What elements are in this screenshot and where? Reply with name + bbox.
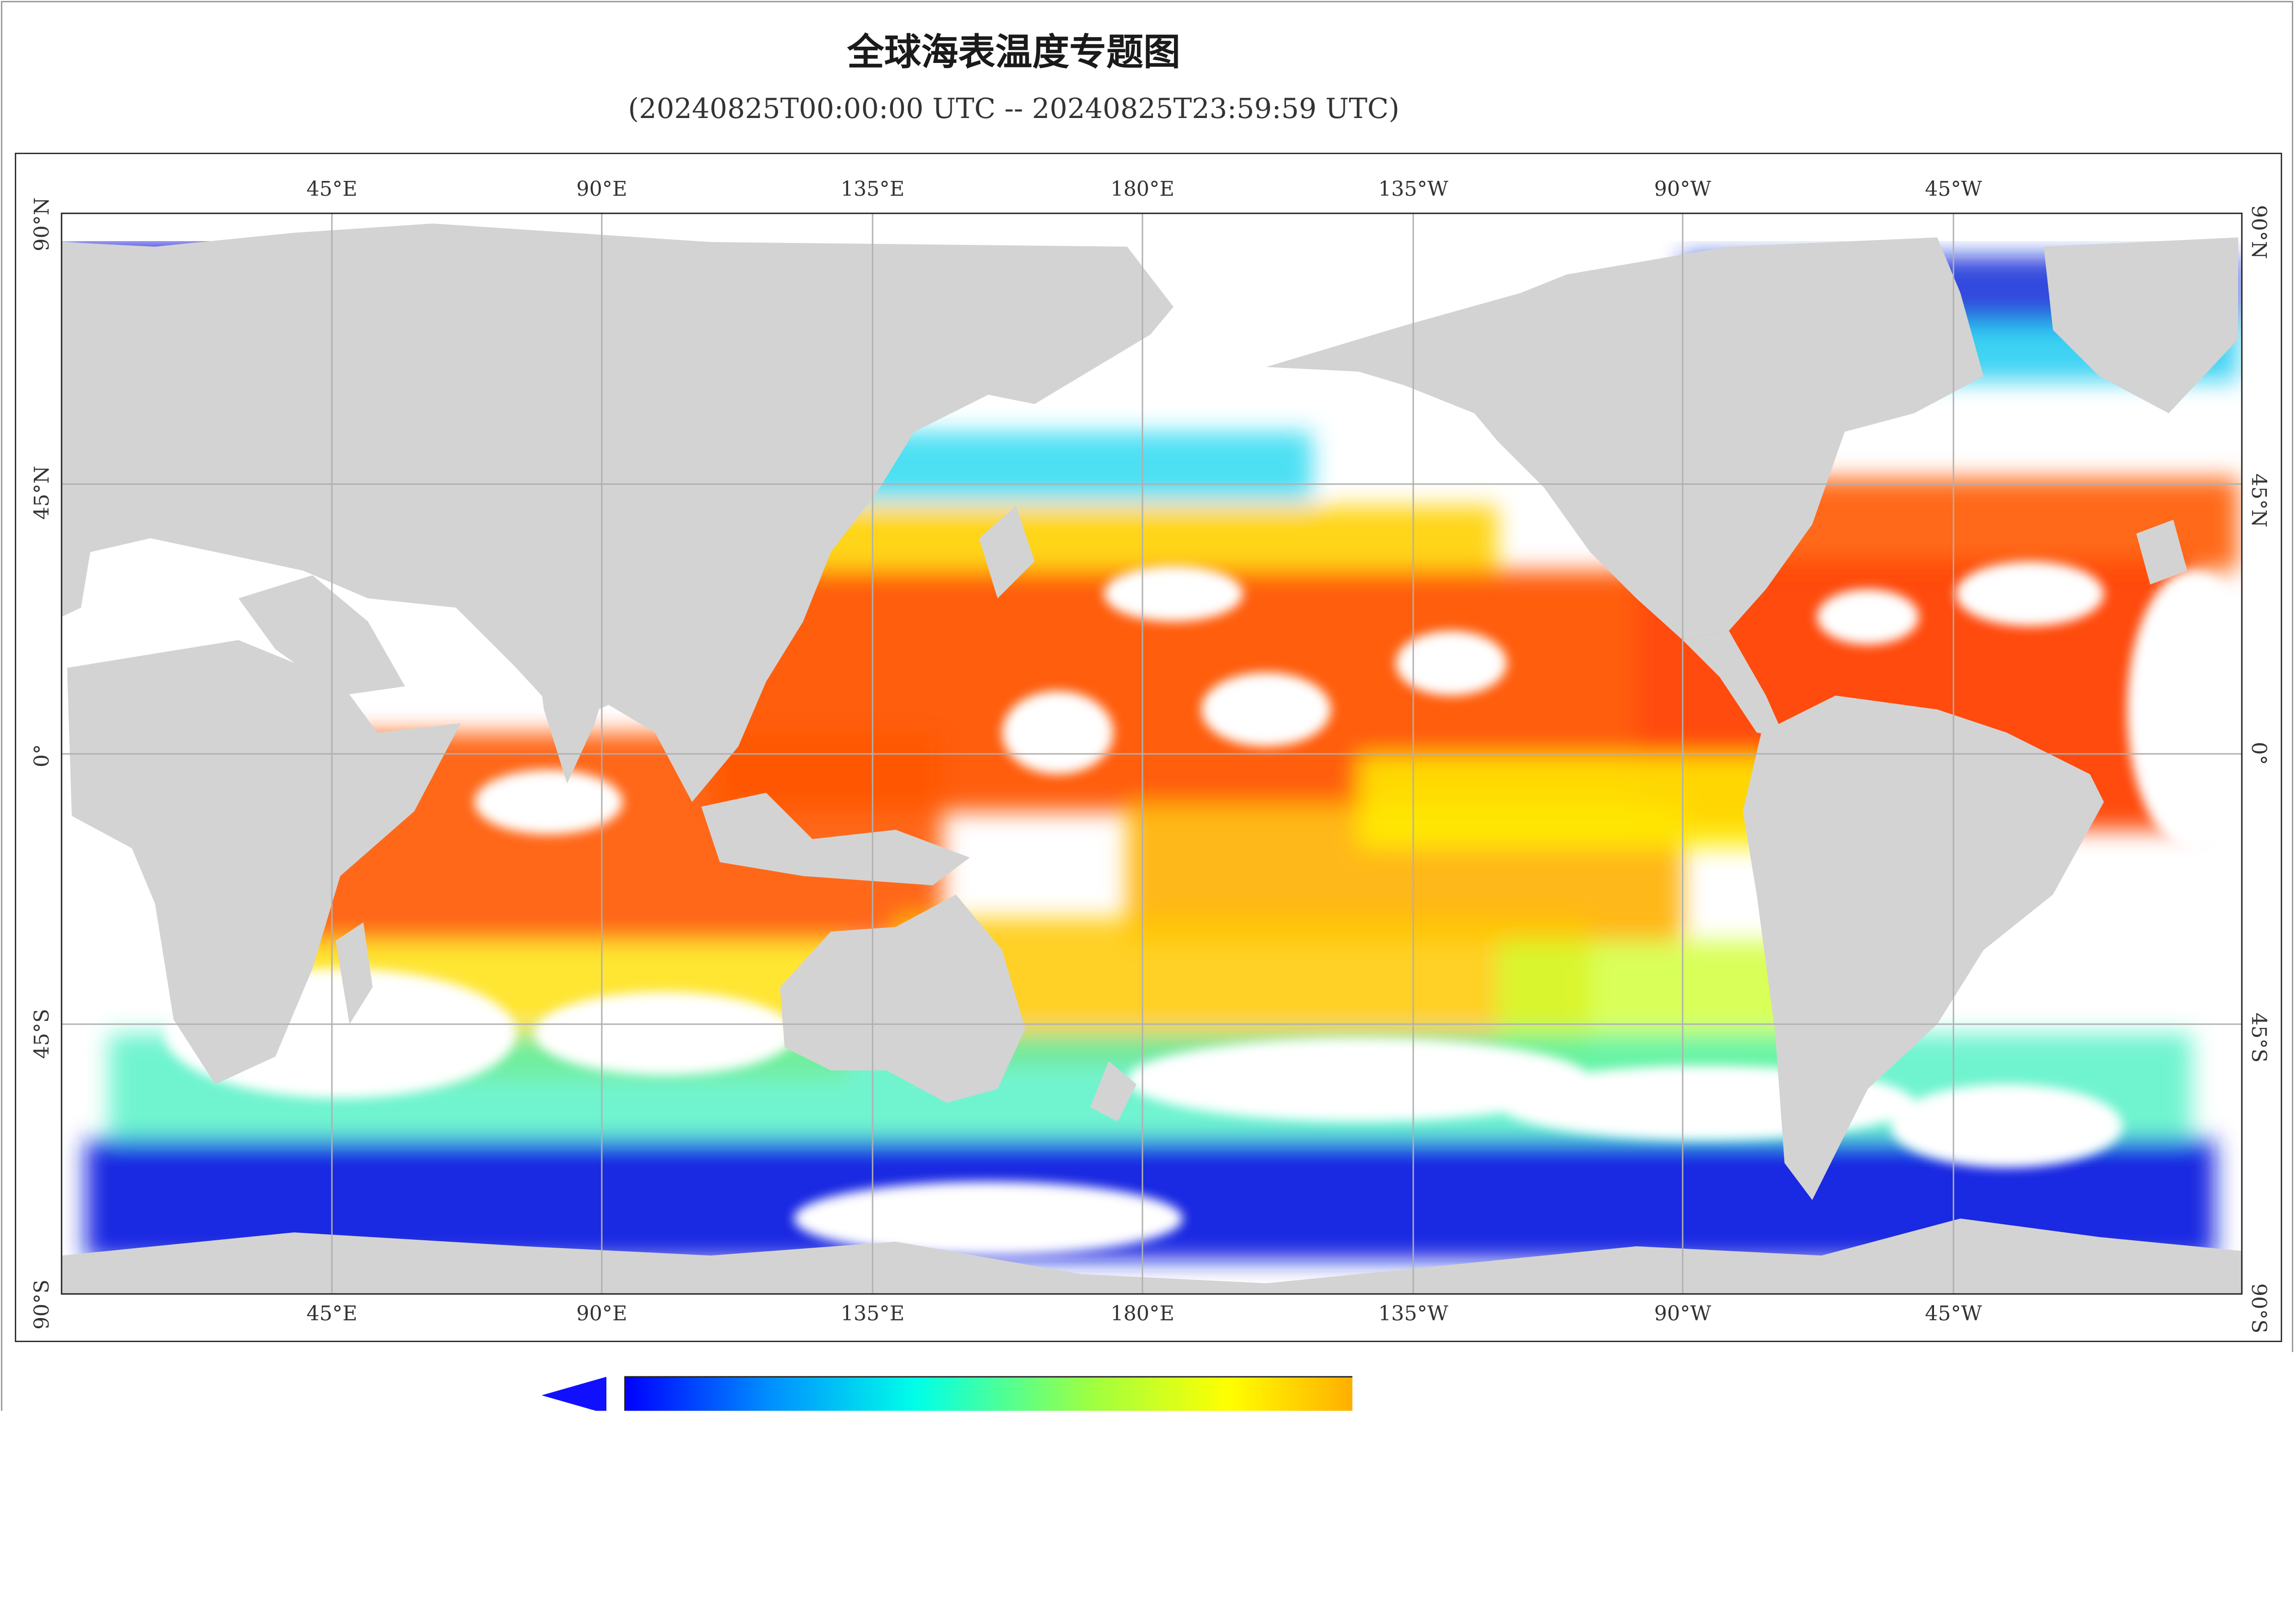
lon-label-top: 90°W	[1654, 177, 1711, 201]
sst-map	[16, 154, 2281, 1341]
lon-label-bottom: 135°W	[1378, 1302, 1448, 1325]
lon-label-top: 135°E	[841, 177, 905, 201]
map-frame: 45°E 90°E 135°E 180°E 135°W 90°W 45°W 45…	[15, 153, 2282, 1342]
colorbar-tick: 22	[1260, 1423, 1290, 1450]
lon-label-top: 45°E	[306, 177, 357, 201]
footer-crs: 坐标系:CGCS2000	[1095, 1488, 1301, 1521]
lat-label-left: 90°S	[30, 1280, 54, 1330]
lat-label-right: 90°S	[2247, 1283, 2271, 1333]
footer-crs-label: 坐标系:	[1095, 1493, 1172, 1520]
footer-time-value: 2024年08月26日	[269, 1565, 457, 1592]
map-title: 全球海表温度专题图	[0, 22, 2028, 76]
lon-label-bottom: 45°W	[1925, 1302, 1982, 1325]
map-subtitle: (20240825T00:00:00 UTC -- 20240825T23:59…	[0, 93, 2028, 125]
footer-satellite: 卫星名称:HY-1C	[1859, 1488, 2032, 1521]
lon-label-bottom: 180°E	[1111, 1302, 1174, 1325]
lon-label-bottom: 45°E	[306, 1302, 357, 1325]
lat-label-left: 45°N	[30, 466, 54, 520]
lat-label-right: 90°N	[2247, 205, 2271, 259]
nsoas-logo-icon	[36, 1490, 152, 1606]
footer-time-label: 制图时间:	[169, 1565, 269, 1592]
colorbar-tick: -2	[627, 1423, 649, 1450]
footer-time: 制图时间:2024年08月26日	[169, 1560, 456, 1593]
lon-label-top: 45°W	[1925, 177, 1982, 201]
lat-label-right: 45°S	[2247, 1013, 2271, 1063]
footer-satellite-value: HY-1C	[1959, 1493, 2032, 1520]
colorbar	[542, 1370, 1745, 1421]
lat-label-left: 90°N	[30, 198, 54, 252]
lon-label-top: 90°E	[576, 177, 627, 201]
lon-label-top: 180°E	[1111, 177, 1174, 201]
colorbar-tick: 28	[1426, 1423, 1455, 1450]
colorbar-under-arrow	[542, 1377, 606, 1414]
lon-label-bottom: 90°W	[1654, 1302, 1711, 1325]
lat-label-right: 0°	[2247, 742, 2271, 765]
footer-scale-value: 1: 100,000,000	[1172, 1565, 1349, 1592]
lon-label-bottom: 135°E	[841, 1302, 905, 1325]
lon-label-top: 135°W	[1378, 177, 1448, 201]
footer-scale-label: 比例尺:	[1095, 1565, 1172, 1592]
footer-org-value: 国家卫星海洋应用中心	[269, 1493, 501, 1520]
colorbar-tick: 16	[1098, 1423, 1128, 1450]
lat-label-left: 45°S	[30, 1009, 54, 1059]
colorbar-over-arrow	[1680, 1377, 1745, 1414]
lon-label-bottom: 90°E	[576, 1302, 627, 1325]
lat-label-left: 0°	[30, 744, 54, 767]
footer-sensor-value: OCT	[1951, 1565, 2003, 1592]
lat-label-right: 45°N	[2247, 473, 2271, 528]
colorbar-tick: ≥35(℃)	[1604, 1423, 1697, 1450]
footer-sensor-label: 传 感 器:	[1859, 1565, 1951, 1592]
footer-crs-value: CGCS2000	[1172, 1493, 1301, 1520]
footer-satellite-label: 卫星名称:	[1859, 1493, 1959, 1520]
colorbar-tick: 4	[773, 1423, 787, 1450]
colorbar-gradient	[625, 1377, 1666, 1414]
footer-sensor: 传 感 器:OCT	[1859, 1560, 2003, 1593]
footer-org-label: 制图单位:	[169, 1493, 269, 1520]
footer-org: 制图单位:国家卫星海洋应用中心	[169, 1488, 501, 1521]
colorbar-tick: 10	[934, 1423, 964, 1450]
footer-scale: 比例尺:1: 100,000,000	[1095, 1560, 1349, 1593]
